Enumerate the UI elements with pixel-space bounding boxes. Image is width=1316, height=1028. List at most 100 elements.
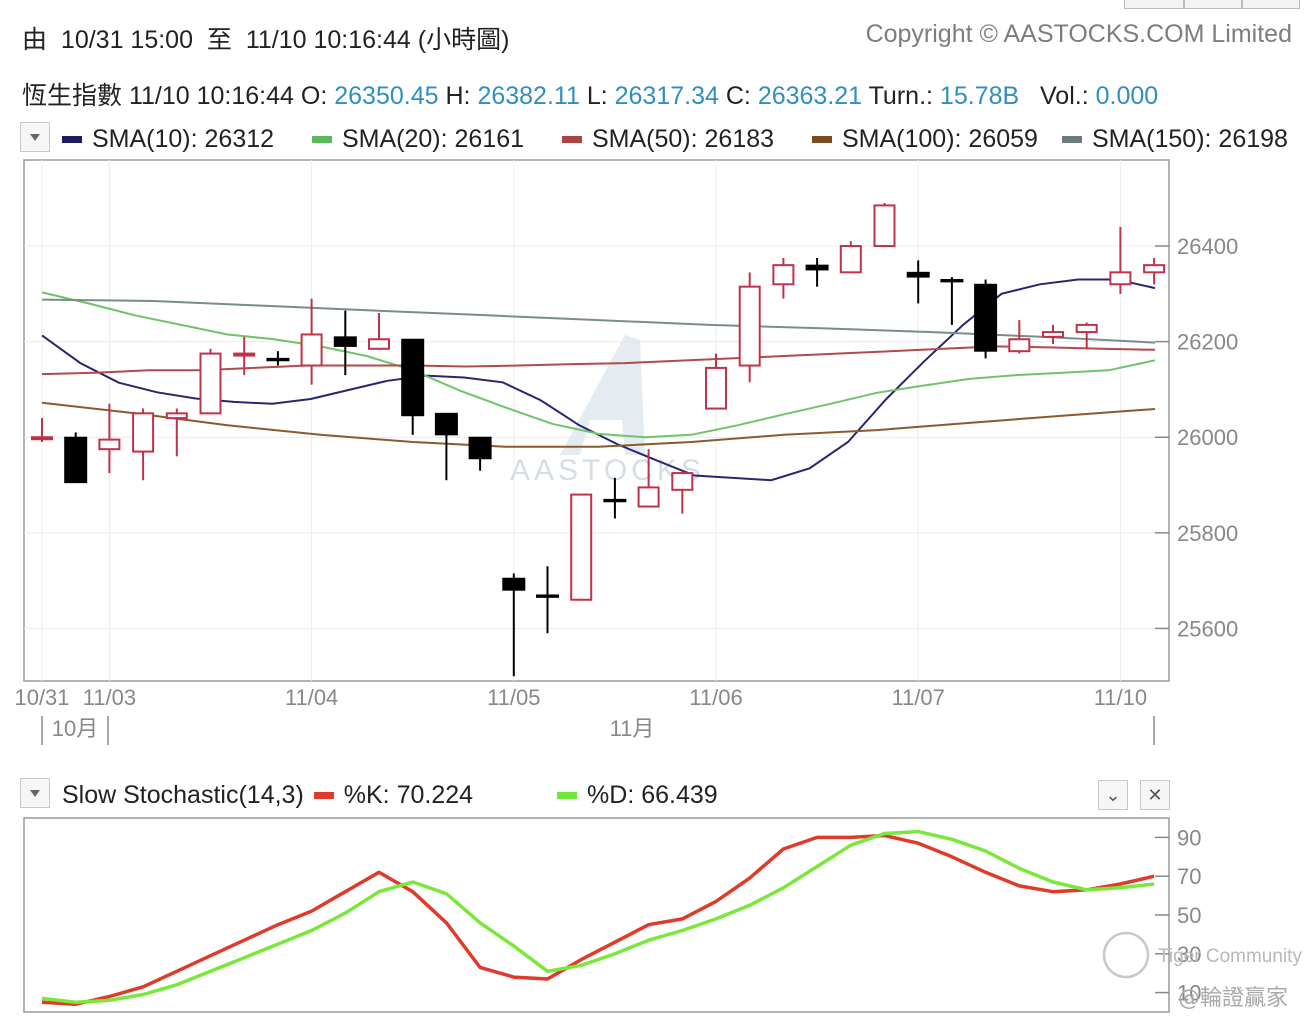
main-plot-frame	[23, 159, 1170, 682]
legend-label: SMA(50): 26183	[592, 125, 775, 153]
sma-legend-item: SMA(100): 26059	[812, 125, 1038, 154]
legend-swatch	[62, 136, 82, 143]
close-button[interactable]: ✕	[1140, 780, 1170, 810]
indicator-dropdown[interactable]	[20, 122, 50, 152]
legend-swatch	[812, 136, 832, 143]
quote-time: 11/10 10:16:44	[128, 82, 294, 110]
candle-body	[300, 333, 323, 367]
sma-legend-item: SMA(10): 26312	[62, 125, 274, 154]
copyright: Copyright © AASTOCKS.COM Limited	[865, 20, 1292, 48]
sma-legend-item: SMA(50): 26183	[562, 125, 774, 154]
stoch-y-tick-label: 30	[1177, 942, 1201, 967]
x-tick-label: 11/03	[83, 685, 136, 710]
candle-body	[839, 245, 862, 274]
candle-body	[401, 338, 425, 417]
range-from: 10/31 15:00	[60, 26, 193, 54]
close-icon: ✕	[1147, 785, 1163, 805]
toolbar-tab[interactable]	[1242, 0, 1300, 9]
candle-body	[468, 436, 492, 460]
k-swatch	[313, 792, 334, 799]
index-name: 恆生指數	[22, 82, 123, 110]
candle-body	[333, 336, 357, 347]
candle-body	[805, 264, 829, 271]
d-label: %D: 66.439	[587, 781, 718, 809]
candle-body	[873, 204, 896, 248]
y-tick-label: 25800	[1177, 521, 1238, 546]
date-range: 由 10/31 15:00 至 11/10 10:16:44 (小時圖)	[22, 20, 509, 56]
month-label: 10月	[52, 716, 98, 741]
candle-body	[772, 264, 795, 286]
y-tick-label: 26200	[1177, 330, 1238, 355]
candle-body	[434, 412, 458, 436]
x-tick-label: 11/10	[1094, 685, 1147, 710]
legend-swatch	[312, 136, 332, 143]
quote-bar: 恆生指數 11/10 10:16:44 O: 26350.45 H: 26382…	[22, 76, 1158, 112]
y-tick-label: 25600	[1177, 616, 1238, 641]
volume-value: 0.000	[1095, 82, 1159, 110]
candle-body	[738, 285, 761, 367]
candle-body	[1008, 338, 1031, 353]
candle-body	[637, 486, 660, 508]
candle-body	[165, 412, 188, 420]
stoch-y-tick-label: 10	[1177, 981, 1201, 1006]
candle-body	[132, 412, 155, 453]
stoch-line	[41, 829, 1155, 1005]
low-value: 26317.34	[614, 82, 719, 110]
low-label: L:	[586, 82, 608, 110]
sma-line	[41, 291, 1156, 439]
candle-body	[940, 278, 964, 283]
month-label: 11月	[610, 716, 655, 741]
candle-body	[671, 472, 694, 491]
author-watermark: @輪證贏家	[1178, 986, 1288, 1011]
volume-label: Vol.:	[1040, 82, 1089, 110]
candle-body	[1143, 264, 1166, 274]
sma-legend-item: SMA(150): 26198	[1062, 125, 1288, 154]
aastocks-logo-watermark	[560, 335, 645, 455]
tiger-logo-icon	[1102, 931, 1150, 979]
x-tick-label: 11/06	[689, 685, 742, 710]
close-value: 26363.21	[757, 82, 863, 110]
turnover-label: Turn.:	[868, 82, 933, 110]
candle-body	[1075, 323, 1098, 334]
candle-body	[233, 352, 256, 357]
legend-swatch	[562, 136, 582, 143]
candle-body	[1109, 271, 1132, 286]
close-label: C:	[725, 82, 751, 110]
high-label: H:	[445, 82, 471, 110]
stoch-dropdown[interactable]	[20, 778, 50, 808]
legend-label: SMA(20): 26161	[342, 125, 525, 153]
x-tick-label: 11/04	[285, 685, 338, 710]
stoch-y-tick-label: 50	[1177, 903, 1201, 928]
range-to-label: 至	[206, 26, 232, 54]
watermark-text: AASTOCKS	[510, 454, 705, 487]
legend-label: SMA(150): 26198	[1092, 125, 1288, 153]
stoch-y-tick-label: 90	[1177, 825, 1201, 850]
chevron-down-icon: ⌄	[1105, 785, 1121, 805]
y-tick-label: 26000	[1177, 425, 1238, 450]
stoch-legend: Slow Stochastic(14,3) %K: 70.224 %D: 66.…	[62, 781, 718, 810]
legend-label: SMA(100): 26059	[842, 125, 1038, 153]
open-label: O:	[300, 82, 328, 110]
toolbar-tab[interactable]	[1184, 0, 1242, 9]
sma-legend-item: SMA(20): 26161	[312, 125, 524, 154]
high-value: 26382.11	[477, 82, 580, 110]
open-value: 26350.45	[334, 82, 439, 110]
collapse-button[interactable]: ⌄	[1098, 780, 1128, 810]
candle-body	[31, 436, 53, 441]
tiger-watermark: Tiger Community	[1158, 946, 1302, 967]
candle-body	[368, 338, 390, 350]
k-label: %K: 70.224	[343, 781, 474, 809]
chart-kind: (小時圖)	[417, 26, 510, 54]
d-swatch	[557, 792, 578, 799]
x-tick-label: 10/31	[14, 685, 69, 710]
sma-line	[41, 401, 1156, 448]
candle-body	[705, 366, 727, 410]
candle-body	[906, 271, 930, 278]
candle-body	[502, 577, 526, 591]
sma-line	[41, 298, 1156, 344]
toolbar-tab[interactable]	[1124, 0, 1184, 9]
range-from-label: 由	[22, 26, 48, 54]
stoch-y-tick-label: 70	[1177, 864, 1201, 889]
candle-body	[603, 498, 627, 503]
